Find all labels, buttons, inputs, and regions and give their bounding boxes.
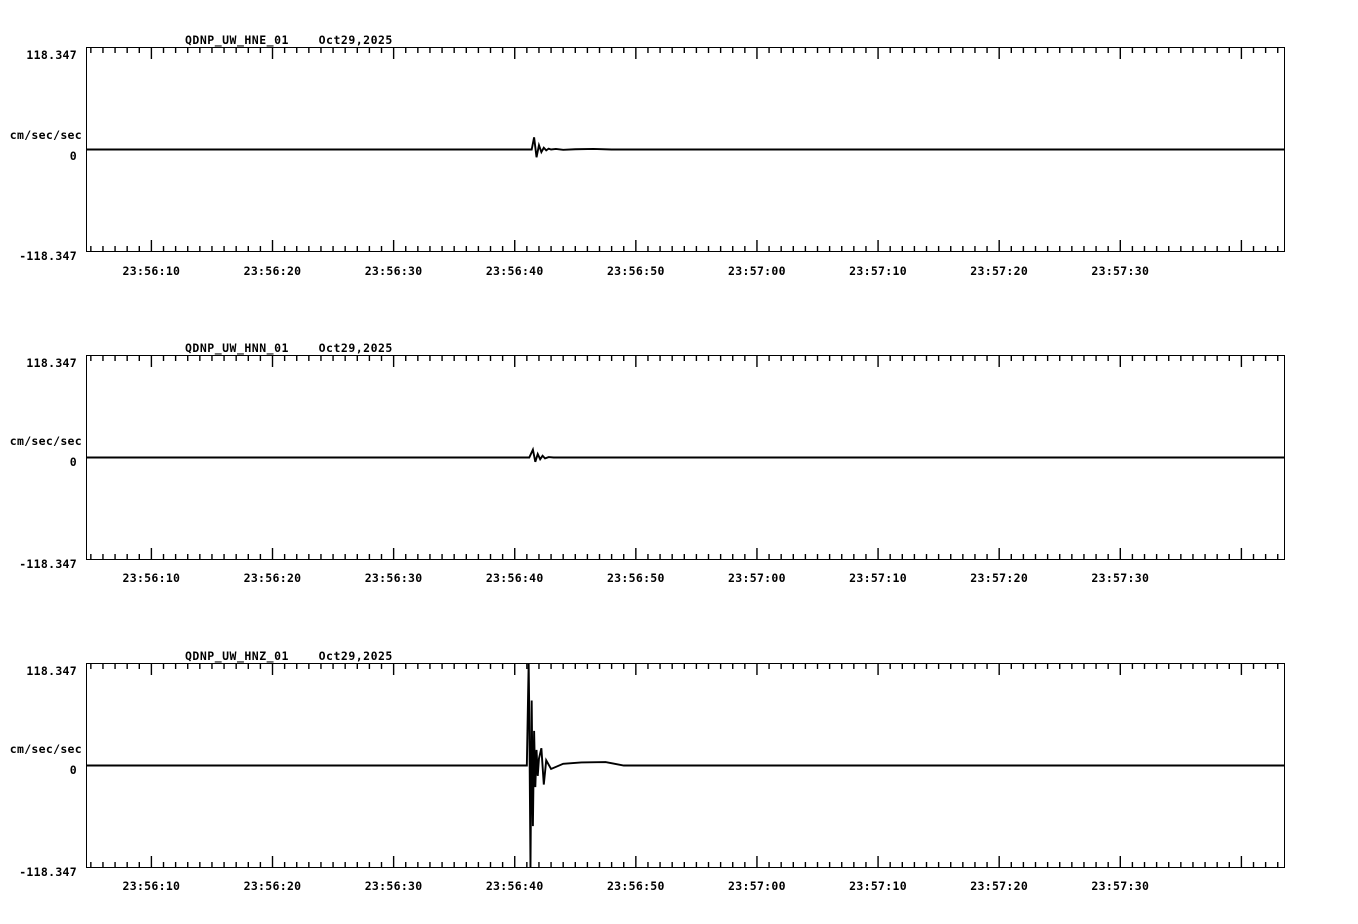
y-axis-units-label: cm/sec/sec xyxy=(9,742,82,756)
x-axis-tick-label: 23:56:50 xyxy=(606,879,665,893)
x-axis-tick-label: 23:56:40 xyxy=(485,879,544,893)
y-axis-label-min: -118.347 xyxy=(19,249,77,263)
waveform-trace xyxy=(86,446,1285,463)
waveform-trace xyxy=(86,662,1285,869)
trace-area xyxy=(86,662,1285,869)
x-axis-tick-label: 23:57:20 xyxy=(970,879,1029,893)
trace-area xyxy=(86,355,1285,560)
x-axis-tick-label: 23:57:30 xyxy=(1091,571,1150,585)
x-axis-tick-label: 23:56:10 xyxy=(122,879,181,893)
x-axis-tick-labels: 23:56:10 23:56:20 23:56:30 23:56:40 23:56:50… xyxy=(0,879,1358,899)
y-axis-label-zero: 0 xyxy=(69,455,77,469)
seismogram-panel-hnz: QDNP_UW_HNZ_01 Oct29,2025 118.347 cm/sec/s… xyxy=(0,610,1358,924)
y-axis-units-label: cm/sec/sec xyxy=(9,128,82,142)
plot-canvas xyxy=(86,355,1285,560)
x-axis-tick-label: 23:56:50 xyxy=(606,264,665,278)
seismogram-panel-hnn: QDNP_UW_HNN_01 Oct29,2025 118.347 cm/sec/s… xyxy=(0,302,1358,602)
x-axis-tick-label: 23:57:20 xyxy=(970,264,1029,278)
x-axis-tick-label: 23:56:50 xyxy=(606,571,665,585)
x-axis-tick-label: 23:57:10 xyxy=(849,264,907,278)
y-axis-label-min: -118.347 xyxy=(19,865,77,879)
x-axis-tick-label: 23:56:10 xyxy=(122,571,181,585)
x-axis-tick-label: 23:56:40 xyxy=(485,264,544,278)
plot-canvas xyxy=(86,47,1285,252)
x-axis-tick-labels: 23:56:10 23:56:20 23:56:30 23:56:40 23:56:50… xyxy=(0,571,1358,591)
y-axis-label-zero: 0 xyxy=(69,149,77,163)
seismogram-panel-hne: QDNP_UW_HNE_01 Oct29,2025 118.347 cm/sec/s… xyxy=(0,0,1358,300)
axis-ticks xyxy=(90,663,1279,868)
axis-ticks xyxy=(90,355,1279,560)
y-axis-label-max: 118.347 xyxy=(26,664,77,678)
y-axis-units-label: cm/sec/sec xyxy=(9,434,82,448)
x-axis-tick-labels: 23:56:10 23:56:20 23:56:30 23:56:40 23:56:50… xyxy=(0,264,1358,284)
plot-title: QDNP_UW_HNZ_01 Oct29,2025 xyxy=(185,649,393,663)
x-axis-tick-label: 23:57:10 xyxy=(849,879,907,893)
x-axis-tick-label: 23:57:20 xyxy=(970,571,1029,585)
x-axis-tick-label: 23:57:30 xyxy=(1091,879,1150,893)
x-axis-tick-label: 23:56:40 xyxy=(485,571,544,585)
x-axis-tick-label: 23:56:20 xyxy=(243,571,302,585)
x-axis-tick-label: 23:56:30 xyxy=(364,264,423,278)
x-axis-tick-label: 23:57:00 xyxy=(728,879,786,893)
x-axis-tick-label: 23:56:20 xyxy=(243,264,302,278)
plot-canvas xyxy=(86,662,1285,869)
y-axis-label-max: 118.347 xyxy=(26,48,77,62)
y-axis-label-zero: 0 xyxy=(69,763,77,777)
y-axis-label-max: 118.347 xyxy=(26,356,77,370)
x-axis-tick-label: 23:56:10 xyxy=(122,264,181,278)
x-axis-tick-label: 23:56:30 xyxy=(364,879,423,893)
trace-area xyxy=(86,47,1285,252)
plot-title: QDNP_UW_HNE_01 Oct29,2025 xyxy=(185,33,393,47)
x-axis-tick-label: 23:56:20 xyxy=(243,879,302,893)
y-axis-label-min: -118.347 xyxy=(19,557,77,571)
x-axis-tick-label: 23:57:30 xyxy=(1091,264,1150,278)
x-axis-tick-label: 23:56:30 xyxy=(364,571,423,585)
x-axis-tick-label: 23:57:10 xyxy=(849,571,907,585)
plot-title: QDNP_UW_HNN_01 Oct29,2025 xyxy=(185,341,393,355)
waveform-trace xyxy=(86,137,1285,158)
x-axis-tick-label: 23:57:00 xyxy=(728,264,786,278)
axis-ticks xyxy=(90,47,1279,252)
x-axis-tick-label: 23:57:00 xyxy=(728,571,786,585)
